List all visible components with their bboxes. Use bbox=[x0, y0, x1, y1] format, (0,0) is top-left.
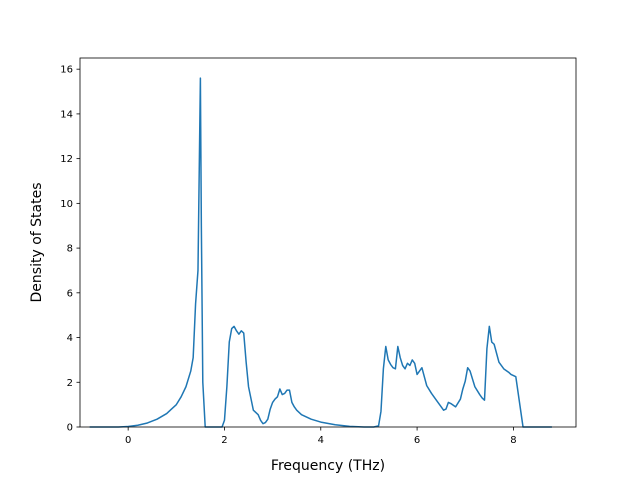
x-tick-label: 2 bbox=[221, 435, 227, 446]
y-tick-label: 6 bbox=[67, 288, 73, 299]
x-tick-label: 8 bbox=[510, 435, 516, 446]
plot-frame bbox=[79, 57, 577, 428]
y-tick-label: 8 bbox=[67, 244, 73, 255]
y-tick-label: 10 bbox=[60, 199, 73, 210]
y-tick-label: 14 bbox=[60, 109, 73, 120]
y-axis-label: Density of States bbox=[29, 183, 45, 303]
series-line bbox=[89, 77, 552, 428]
y-tick-label: 4 bbox=[67, 333, 73, 344]
y-tick-label: 16 bbox=[60, 65, 73, 76]
x-tick-label: 6 bbox=[414, 435, 420, 446]
x-tick-label: 4 bbox=[318, 435, 324, 446]
y-tick-label: 12 bbox=[60, 154, 73, 165]
x-axis-label: Frequency (THz) bbox=[271, 458, 385, 474]
y-tick-label: 0 bbox=[67, 423, 73, 434]
tick-group: 0 2 4 6 8 0 2 4 6 8 10 12 14 16 bbox=[60, 65, 516, 446]
x-tick-label: 0 bbox=[125, 435, 131, 446]
y-tick-label: 2 bbox=[67, 378, 73, 389]
